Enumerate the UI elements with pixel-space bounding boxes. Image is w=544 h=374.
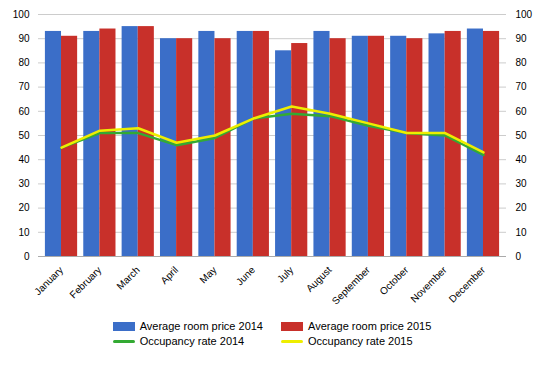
svg-text:90: 90 bbox=[18, 33, 30, 44]
svg-text:50: 50 bbox=[18, 130, 30, 141]
svg-text:February: February bbox=[67, 264, 103, 300]
svg-text:November: November bbox=[408, 264, 449, 305]
html-text:Occupancy rate 2014: Occupancy rate 2014 bbox=[139, 335, 245, 347]
svg-text:0: 0 bbox=[24, 251, 30, 262]
svg-text:70: 70 bbox=[18, 81, 30, 92]
svg-text:August: August bbox=[304, 264, 334, 294]
svg-text:50: 50 bbox=[516, 130, 528, 141]
html-text:Average room price 2014: Average room price 2014 bbox=[139, 320, 263, 332]
html-text:Occupancy rate 2015: Occupancy rate 2015 bbox=[308, 335, 413, 347]
svg-text:April: April bbox=[158, 264, 180, 286]
svg-text:January: January bbox=[32, 264, 65, 297]
svg-text:80: 80 bbox=[18, 57, 30, 68]
svg-text:40: 40 bbox=[516, 154, 528, 165]
svg-text:0: 0 bbox=[516, 251, 522, 262]
svg-text:80: 80 bbox=[516, 57, 528, 68]
svg-text:60: 60 bbox=[18, 106, 30, 117]
svg-text:30: 30 bbox=[18, 178, 30, 189]
svg-text:December: December bbox=[447, 264, 488, 305]
svg-text:May: May bbox=[197, 264, 218, 285]
svg-text:100: 100 bbox=[13, 9, 30, 20]
svg-text:20: 20 bbox=[18, 202, 30, 213]
svg-text:March: March bbox=[114, 264, 141, 291]
svg-text:10: 10 bbox=[516, 227, 528, 238]
svg-text:September: September bbox=[330, 264, 373, 307]
svg-text:100: 100 bbox=[516, 9, 533, 20]
svg-text:10: 10 bbox=[18, 227, 30, 238]
svg-text:October: October bbox=[378, 264, 411, 297]
svg-text:40: 40 bbox=[18, 154, 30, 165]
svg-text:60: 60 bbox=[516, 106, 528, 117]
svg-text:July: July bbox=[275, 264, 295, 284]
svg-text:20: 20 bbox=[516, 202, 528, 213]
svg-text:30: 30 bbox=[516, 178, 528, 189]
html-text:Average room price 2015: Average room price 2015 bbox=[308, 320, 432, 332]
svg-text:90: 90 bbox=[516, 33, 528, 44]
svg-text:June: June bbox=[234, 264, 257, 287]
svg-text:70: 70 bbox=[516, 81, 528, 92]
